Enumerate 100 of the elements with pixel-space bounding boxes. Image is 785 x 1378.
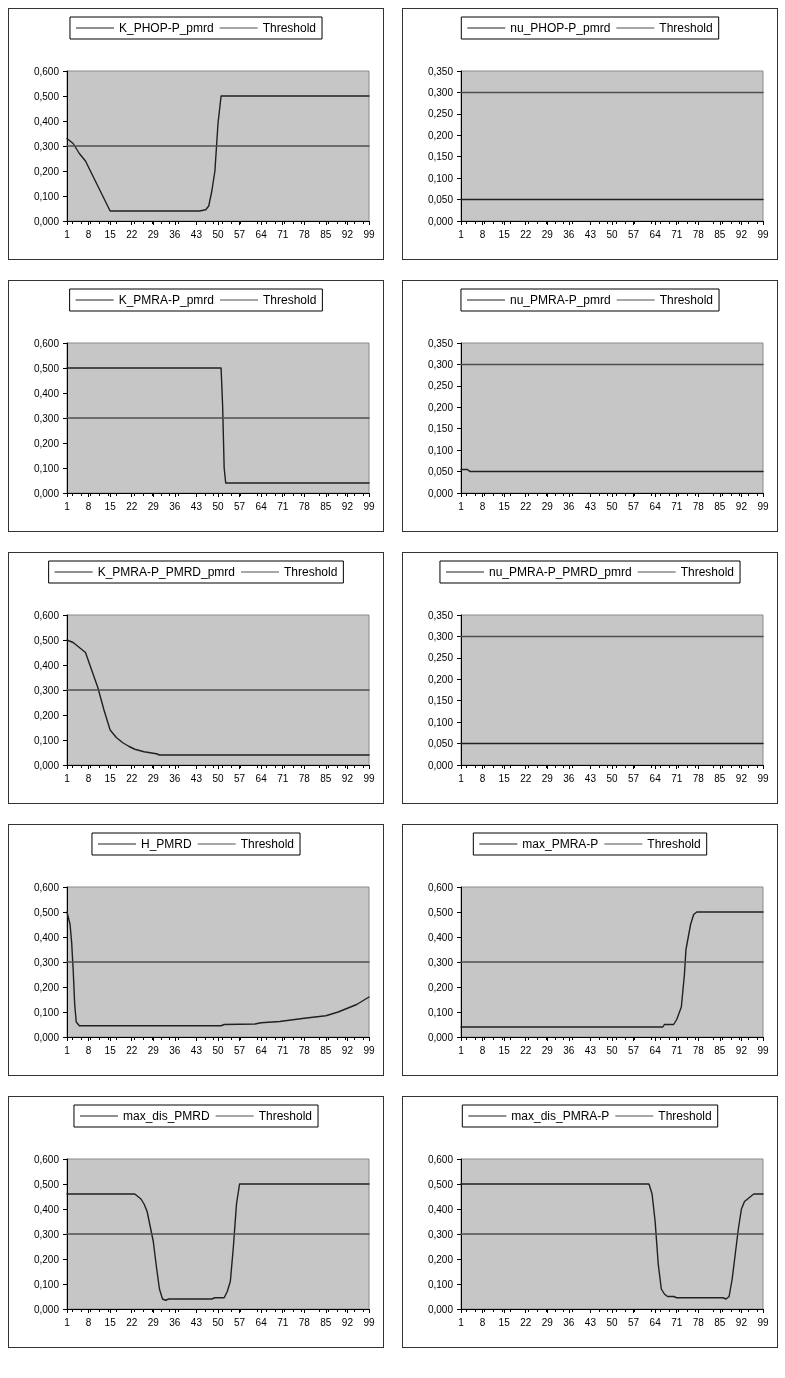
y-tick-label: 0,350	[427, 337, 454, 349]
x-tick-label: 8	[479, 228, 486, 240]
x-tick-label: 64	[649, 1316, 662, 1328]
x-tick-label: 43	[584, 772, 597, 784]
line-series	[66, 911, 370, 1027]
y-tick-label: 0,000	[427, 215, 454, 227]
x-tick-label: 99	[363, 228, 375, 240]
x-tick-label: 36	[563, 772, 575, 784]
x-tick-label: 15	[498, 772, 511, 784]
line-series	[66, 1183, 370, 1301]
x-tick-label: 99	[363, 1044, 375, 1056]
y-tick-label: 0,150	[427, 151, 454, 163]
legend-label: max_PMRA-P	[522, 837, 599, 851]
x-tick-label: 1	[64, 1316, 71, 1328]
y-tick-label: 0,300	[33, 412, 60, 424]
x-tick-label: 15	[498, 1316, 511, 1328]
x-tick-label: 71	[277, 1316, 289, 1328]
x-tick-label: 1	[458, 500, 465, 512]
x-tick-label: 57	[234, 228, 246, 240]
x-tick-label: 1	[64, 1044, 71, 1056]
y-tick-label: 0,250	[427, 380, 454, 392]
y-tick-label: 0,150	[427, 695, 454, 707]
y-tick-label: 0,200	[33, 981, 60, 993]
x-tick-label: 29	[147, 1044, 160, 1056]
x-tick-label: 71	[277, 772, 289, 784]
x-tick-label: 43	[190, 228, 203, 240]
y-tick-label: 0,350	[427, 609, 454, 621]
x-tick-label: 85	[320, 500, 332, 512]
y-tick-label: 0,100	[33, 734, 60, 746]
legend-label: Threshold	[659, 293, 714, 307]
x-tick-label: 29	[541, 228, 554, 240]
y-tick-label: 0,100	[33, 1278, 60, 1290]
x-tick-label: 15	[104, 772, 117, 784]
x-tick-label: 99	[363, 500, 375, 512]
x-tick-label: 22	[126, 1316, 138, 1328]
legend-label: Threshold	[240, 837, 295, 851]
x-tick-label: 15	[104, 228, 117, 240]
legend-label: Threshold	[659, 21, 713, 35]
x-tick-label: 85	[714, 228, 726, 240]
y-tick-label: 0,300	[33, 956, 60, 968]
y-tick-label: 0,100	[427, 1278, 454, 1290]
x-tick-label: 64	[255, 228, 268, 240]
x-tick-label: 71	[671, 1316, 683, 1328]
x-tick-label: 85	[320, 228, 332, 240]
x-tick-label: 50	[606, 1044, 618, 1056]
legend-label: K_PMRA-P_pmrd	[118, 293, 215, 307]
y-tick-label: 0,600	[33, 609, 60, 621]
y-tick-label: 0,000	[33, 215, 60, 227]
x-tick-label: 22	[520, 1044, 532, 1056]
x-tick-label: 43	[584, 228, 597, 240]
y-tick-label: 0,100	[427, 716, 454, 728]
x-tick-label: 99	[757, 228, 769, 240]
y-tick-label: 0,000	[427, 759, 454, 771]
x-tick-label: 78	[298, 228, 311, 240]
y-tick-label: 0,600	[33, 337, 60, 349]
x-tick-label: 64	[255, 1316, 268, 1328]
y-tick-label: 0,350	[427, 65, 454, 77]
legend-label: Threshold	[284, 565, 338, 579]
x-tick-label: 22	[126, 228, 138, 240]
x-tick-label: 99	[757, 500, 769, 512]
x-tick-label: 92	[341, 1044, 354, 1056]
y-tick-label: 0,050	[427, 466, 454, 478]
y-tick-label: 0,600	[33, 881, 60, 893]
x-tick-label: 92	[735, 772, 748, 784]
x-tick-label: 43	[584, 1044, 597, 1056]
x-tick-label: 1	[64, 500, 71, 512]
x-tick-label: 43	[190, 1044, 203, 1056]
x-tick-label: 1	[458, 1316, 465, 1328]
y-tick-label: 0,300	[427, 956, 454, 968]
x-tick-label: 57	[234, 500, 246, 512]
x-tick-label: 22	[520, 228, 532, 240]
x-tick-label: 78	[298, 1044, 311, 1056]
x-tick-label: 29	[541, 500, 554, 512]
x-tick-label: 50	[212, 772, 224, 784]
x-tick-label: 8	[85, 1044, 92, 1056]
x-tick-label: 50	[606, 500, 618, 512]
x-tick-label: 85	[714, 772, 726, 784]
legend-label: Threshold	[263, 293, 317, 307]
x-tick-label: 71	[277, 1044, 289, 1056]
y-tick-label: 0,100	[33, 1006, 60, 1018]
x-tick-label: 15	[498, 228, 511, 240]
x-tick-label: 15	[498, 1044, 511, 1056]
x-tick-label: 36	[563, 1316, 575, 1328]
x-tick-label: 99	[757, 1316, 769, 1328]
x-tick-label: 78	[692, 500, 705, 512]
y-tick-label: 0,400	[33, 931, 60, 943]
x-tick-label: 1	[64, 772, 71, 784]
y-tick-label: 0,400	[427, 1203, 454, 1215]
y-tick-label: 0,200	[427, 129, 454, 141]
y-tick-label: 0,500	[427, 906, 454, 918]
y-tick-label: 0,000	[33, 1031, 60, 1043]
x-tick-label: 8	[479, 1316, 486, 1328]
y-tick-label: 0,150	[427, 423, 454, 435]
x-tick-label: 29	[541, 1316, 554, 1328]
x-tick-label: 99	[363, 772, 375, 784]
x-tick-label: 85	[714, 500, 726, 512]
line-series	[66, 639, 370, 756]
y-tick-label: 0,400	[33, 659, 60, 671]
x-tick-label: 29	[541, 772, 554, 784]
x-tick-label: 71	[671, 1044, 683, 1056]
